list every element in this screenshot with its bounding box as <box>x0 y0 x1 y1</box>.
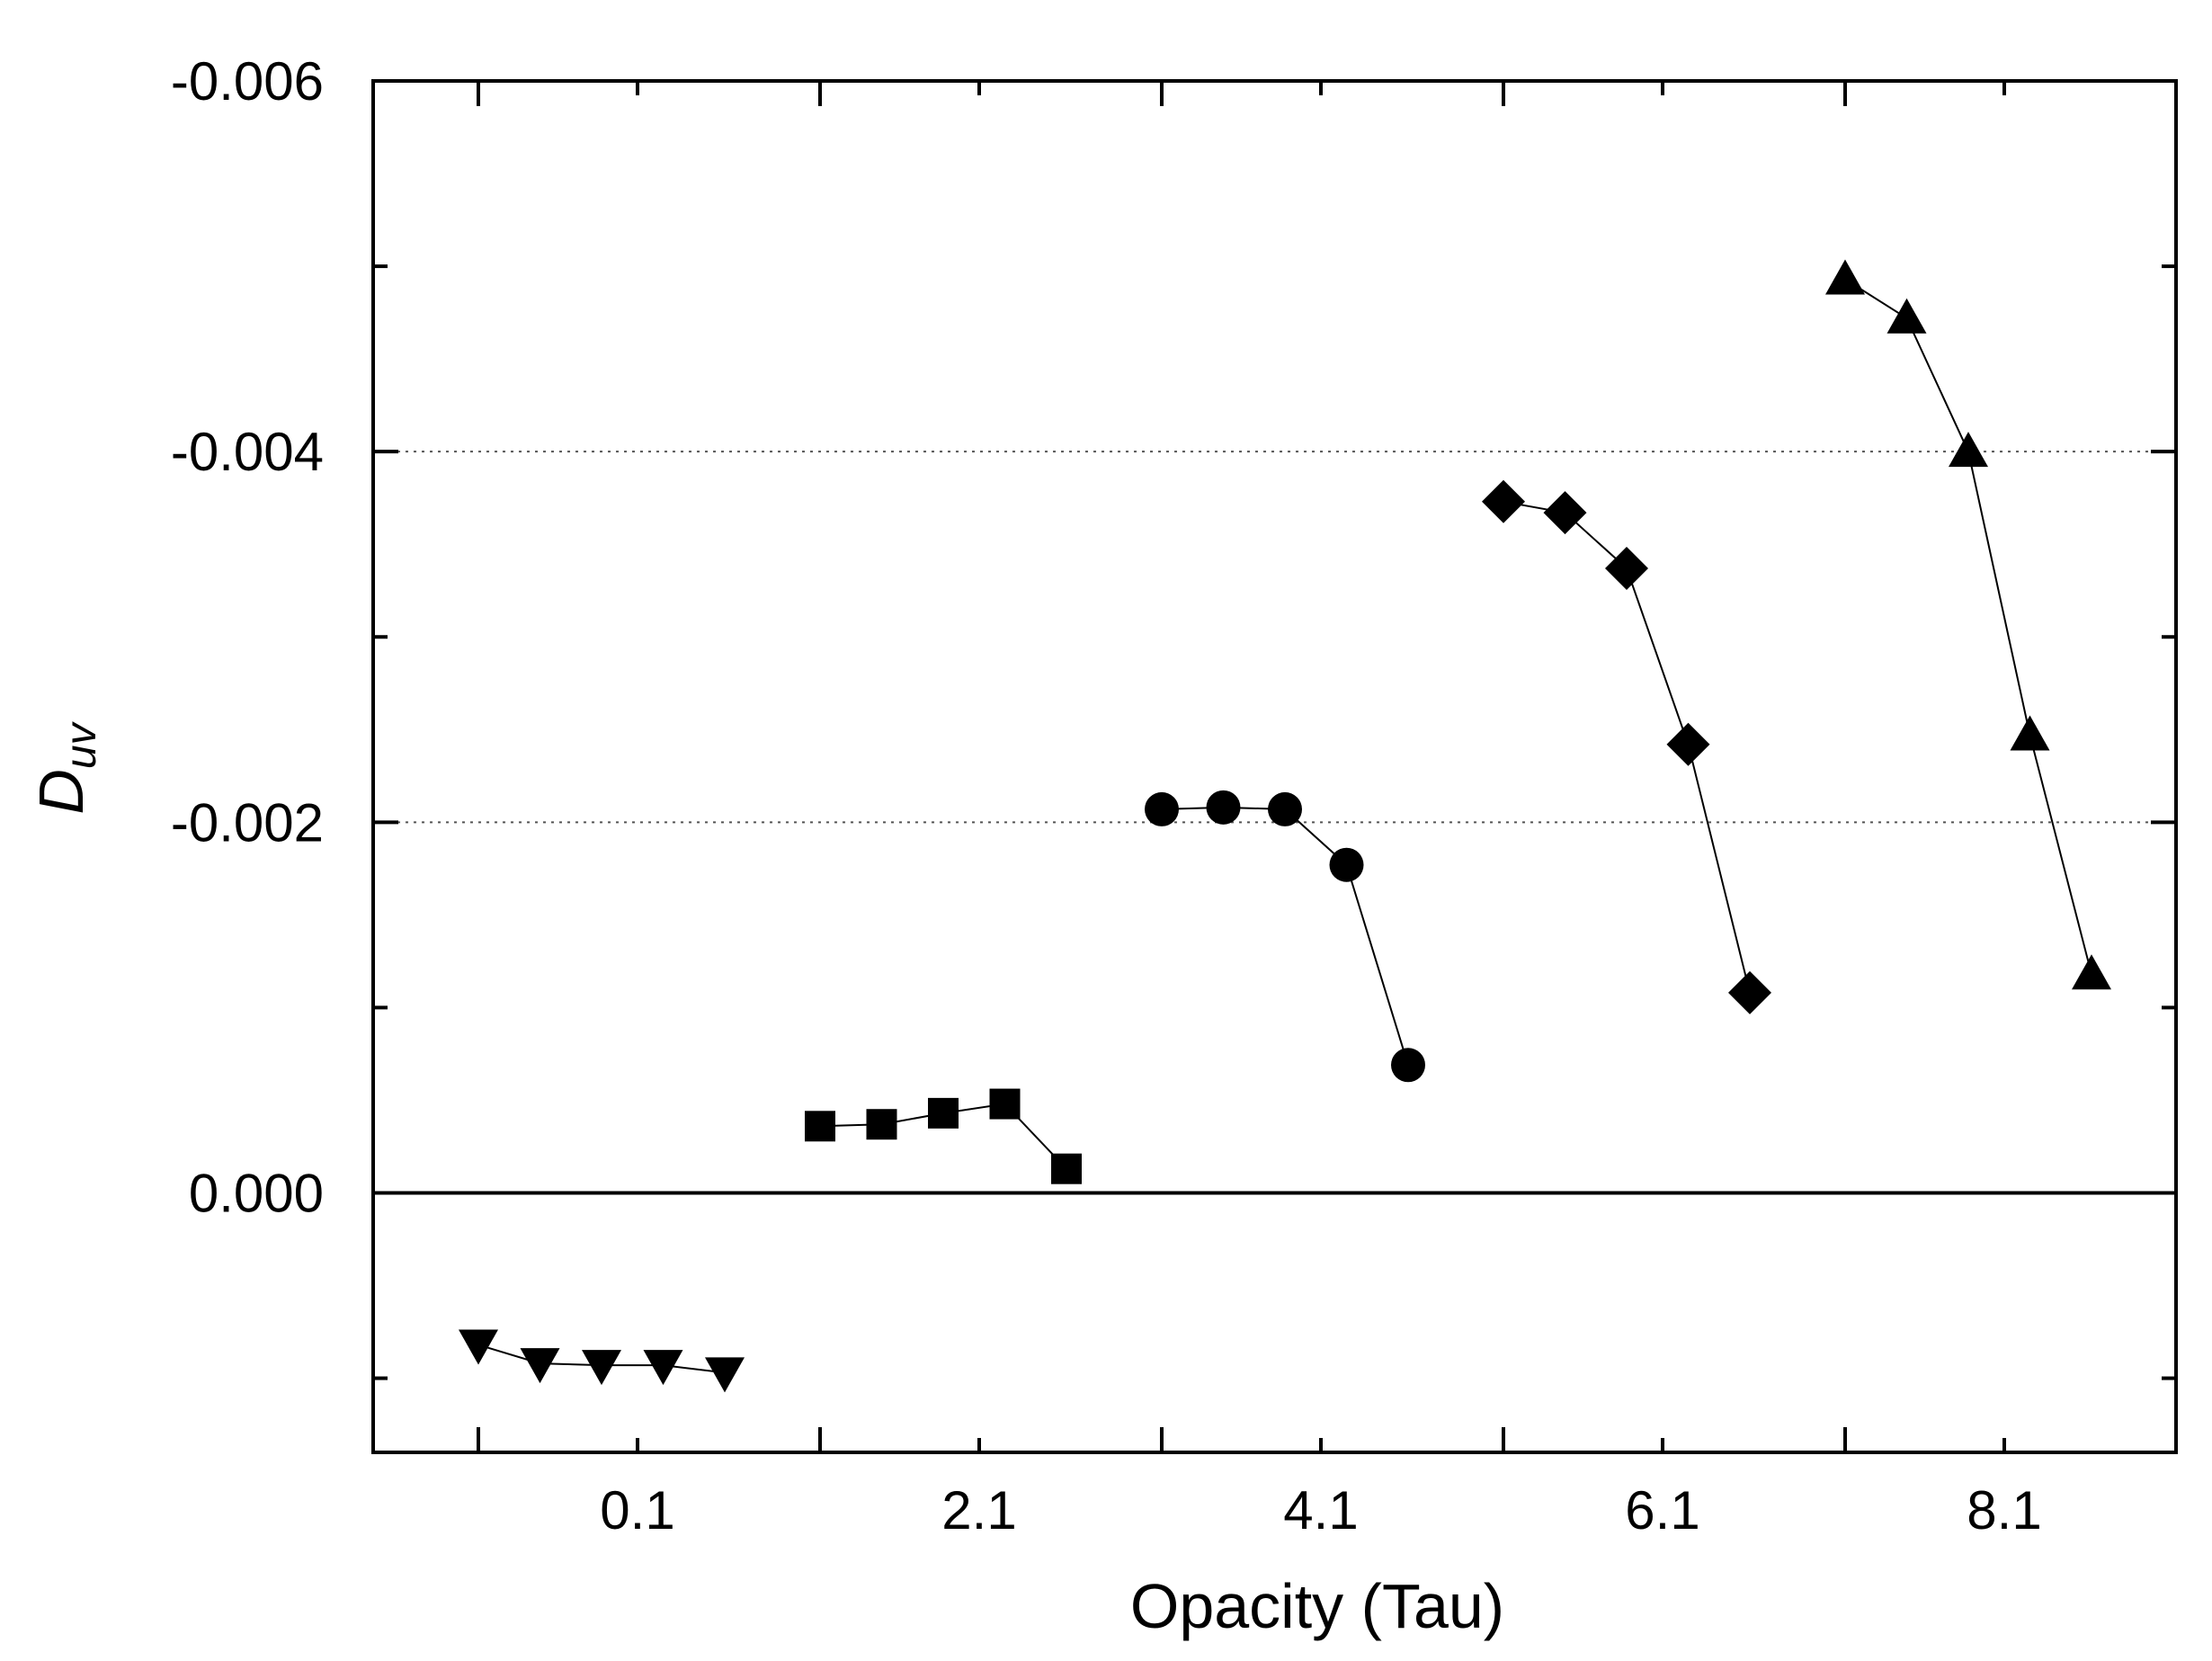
y-axis-title-sub: uv <box>58 720 105 769</box>
data-point <box>705 1357 745 1393</box>
x-tick-label: 2.1 <box>941 1480 1016 1540</box>
data-point <box>520 1348 560 1384</box>
data-point <box>2010 715 2050 751</box>
data-point <box>1329 847 1364 882</box>
data-point <box>1886 298 1927 334</box>
data-point <box>1268 791 1302 826</box>
series-group-circle <box>1145 790 1425 1083</box>
series-layer <box>459 259 2111 1393</box>
y-axis-title: Duv <box>26 720 105 814</box>
data-point <box>1391 1048 1425 1083</box>
x-tick-label: 8.1 <box>1967 1480 2041 1540</box>
tick-labels: -0.006 -0.004 -0.002 0.000 0.1 2.1 4.1 6.1 8.1 <box>171 51 2042 1540</box>
series-group-diamond <box>1482 479 1771 1014</box>
data-point <box>1145 791 1179 826</box>
data-point <box>1825 259 1865 295</box>
data-point <box>582 1350 621 1386</box>
axis-ticks <box>373 79 2176 1452</box>
y-tick-label: 0.000 <box>189 1163 324 1223</box>
y-axis-title-main: D <box>26 769 96 815</box>
x-axis-title: Opacity (Tau) <box>1130 1571 1504 1641</box>
data-point <box>866 1109 897 1140</box>
data-point <box>805 1111 835 1142</box>
gridlines <box>373 451 2176 1195</box>
data-point <box>1666 722 1710 766</box>
x-tick-label: 0.1 <box>600 1480 674 1540</box>
data-point <box>2072 954 2111 990</box>
x-tick-label: 6.1 <box>1625 1480 1699 1540</box>
series-line <box>1844 278 2092 975</box>
data-point <box>1482 479 1525 523</box>
data-point <box>1605 546 1648 590</box>
y-tick-label: -0.006 <box>171 51 324 112</box>
data-point <box>1728 970 1771 1014</box>
data-point <box>643 1350 683 1386</box>
data-point <box>928 1097 959 1129</box>
data-point <box>1051 1153 1082 1184</box>
data-point <box>459 1329 498 1365</box>
y-tick-label: -0.004 <box>171 422 324 482</box>
plot-frame <box>371 79 2178 1454</box>
data-point <box>1206 790 1241 825</box>
series-group-triangle-down <box>459 1329 745 1393</box>
x-tick-label: 4.1 <box>1283 1480 1358 1540</box>
data-point <box>1543 491 1587 535</box>
data-point <box>989 1088 1021 1120</box>
series-group-square <box>805 1088 1082 1184</box>
series-line <box>1161 806 1409 1066</box>
data-point <box>1949 432 1988 468</box>
series-group-triangle-up <box>1825 259 2111 990</box>
y-tick-label: -0.002 <box>171 792 324 853</box>
